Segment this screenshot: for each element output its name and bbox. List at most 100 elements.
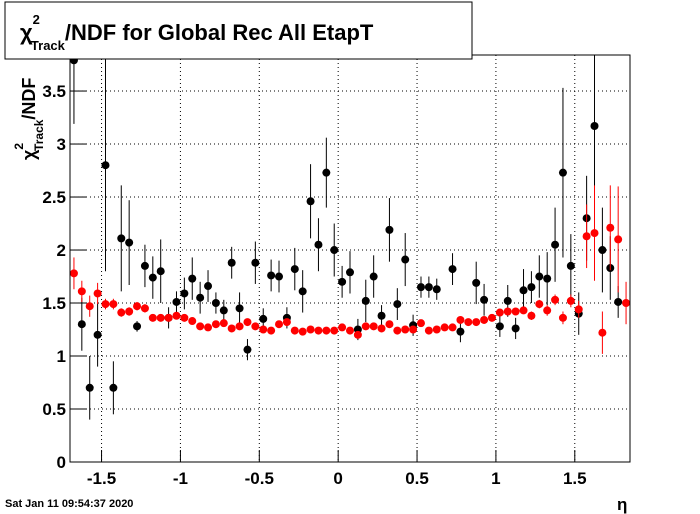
data-point xyxy=(598,328,607,337)
data-point xyxy=(527,311,536,320)
data-point xyxy=(590,229,599,238)
data-point xyxy=(448,265,457,274)
data-point xyxy=(511,324,520,333)
data-point xyxy=(314,326,323,335)
title-symbol: χ xyxy=(20,20,33,45)
data-point xyxy=(109,383,118,392)
data-point xyxy=(527,283,536,292)
y-label-rest: /NDF xyxy=(19,78,39,120)
data-point xyxy=(322,326,331,335)
data-point xyxy=(361,296,370,305)
y-label-sup: 2 xyxy=(12,143,26,150)
x-tick-label: 1 xyxy=(491,469,500,488)
data-point xyxy=(472,278,481,287)
data-point xyxy=(196,293,205,302)
data-point xyxy=(416,283,425,292)
data-point xyxy=(243,318,252,327)
y-tick-label: 0.5 xyxy=(42,400,66,419)
data-point xyxy=(290,326,299,335)
data-point xyxy=(338,277,347,286)
data-point xyxy=(511,307,520,316)
x-tick-label: -1 xyxy=(173,469,188,488)
data-point xyxy=(487,313,496,322)
data-point xyxy=(503,307,512,316)
data-point xyxy=(519,306,528,315)
y-tick-label: 1 xyxy=(57,347,66,366)
data-point xyxy=(267,271,276,280)
data-point xyxy=(211,299,220,308)
y-label-symbol: χ xyxy=(19,149,39,160)
data-point xyxy=(267,326,276,335)
data-point xyxy=(346,268,354,277)
data-point xyxy=(377,311,386,320)
data-point xyxy=(219,319,228,328)
data-point xyxy=(180,289,189,298)
data-point xyxy=(117,234,126,243)
data-point xyxy=(148,313,157,322)
data-point xyxy=(622,299,630,308)
y-axis-label: χ2 Track/NDF xyxy=(12,78,46,160)
data-point xyxy=(306,197,315,206)
data-point xyxy=(117,308,126,317)
data-point xyxy=(401,325,410,334)
data-point xyxy=(93,330,102,339)
data-point xyxy=(432,285,441,294)
data-point xyxy=(188,274,197,283)
data-point xyxy=(314,240,323,249)
data-point xyxy=(558,313,567,322)
data-point xyxy=(140,304,149,313)
data-point xyxy=(346,326,354,335)
data-point xyxy=(306,325,315,334)
data-point xyxy=(369,322,378,331)
data-point xyxy=(432,325,441,334)
data-point xyxy=(606,223,615,232)
data-point xyxy=(290,265,299,274)
data-point xyxy=(401,255,410,264)
data-point xyxy=(385,225,394,234)
data-point xyxy=(590,122,599,131)
data-point xyxy=(101,161,110,170)
data-point xyxy=(180,313,189,322)
data-point xyxy=(472,318,481,327)
data-point xyxy=(235,304,244,313)
data-point xyxy=(109,300,118,309)
data-point xyxy=(519,286,528,295)
data-point xyxy=(227,258,236,267)
x-axis-label: η xyxy=(617,495,627,514)
data-point xyxy=(219,306,228,315)
data-point xyxy=(196,322,205,331)
y-tick-label: 3 xyxy=(57,135,66,154)
y-tick-label: 2 xyxy=(57,241,66,260)
data-point xyxy=(543,306,552,315)
data-point xyxy=(338,323,347,332)
data-point xyxy=(85,383,94,392)
data-point xyxy=(133,302,142,311)
data-point xyxy=(361,322,370,331)
title-sup: 2 xyxy=(33,12,40,27)
x-tick-label: 1.5 xyxy=(563,469,587,488)
plot-area xyxy=(70,55,630,420)
data-point xyxy=(322,168,331,177)
data-point xyxy=(456,315,465,324)
data-point xyxy=(204,323,213,332)
data-point xyxy=(480,315,489,324)
data-point xyxy=(614,297,623,306)
data-point xyxy=(251,258,260,267)
data-point xyxy=(385,320,394,329)
data-point xyxy=(377,324,386,333)
data-point xyxy=(566,296,575,305)
data-point xyxy=(456,327,465,336)
data-point xyxy=(164,313,173,322)
data-point xyxy=(424,283,433,292)
data-point xyxy=(416,319,425,328)
data-point xyxy=(566,261,575,270)
data-point xyxy=(188,317,197,326)
data-point xyxy=(298,327,307,336)
y-tick-label: 1.5 xyxy=(42,294,66,313)
data-point xyxy=(535,300,544,309)
data-point xyxy=(77,287,86,296)
data-point xyxy=(330,326,339,335)
data-point xyxy=(353,330,362,339)
title-sub: Track xyxy=(31,38,66,53)
